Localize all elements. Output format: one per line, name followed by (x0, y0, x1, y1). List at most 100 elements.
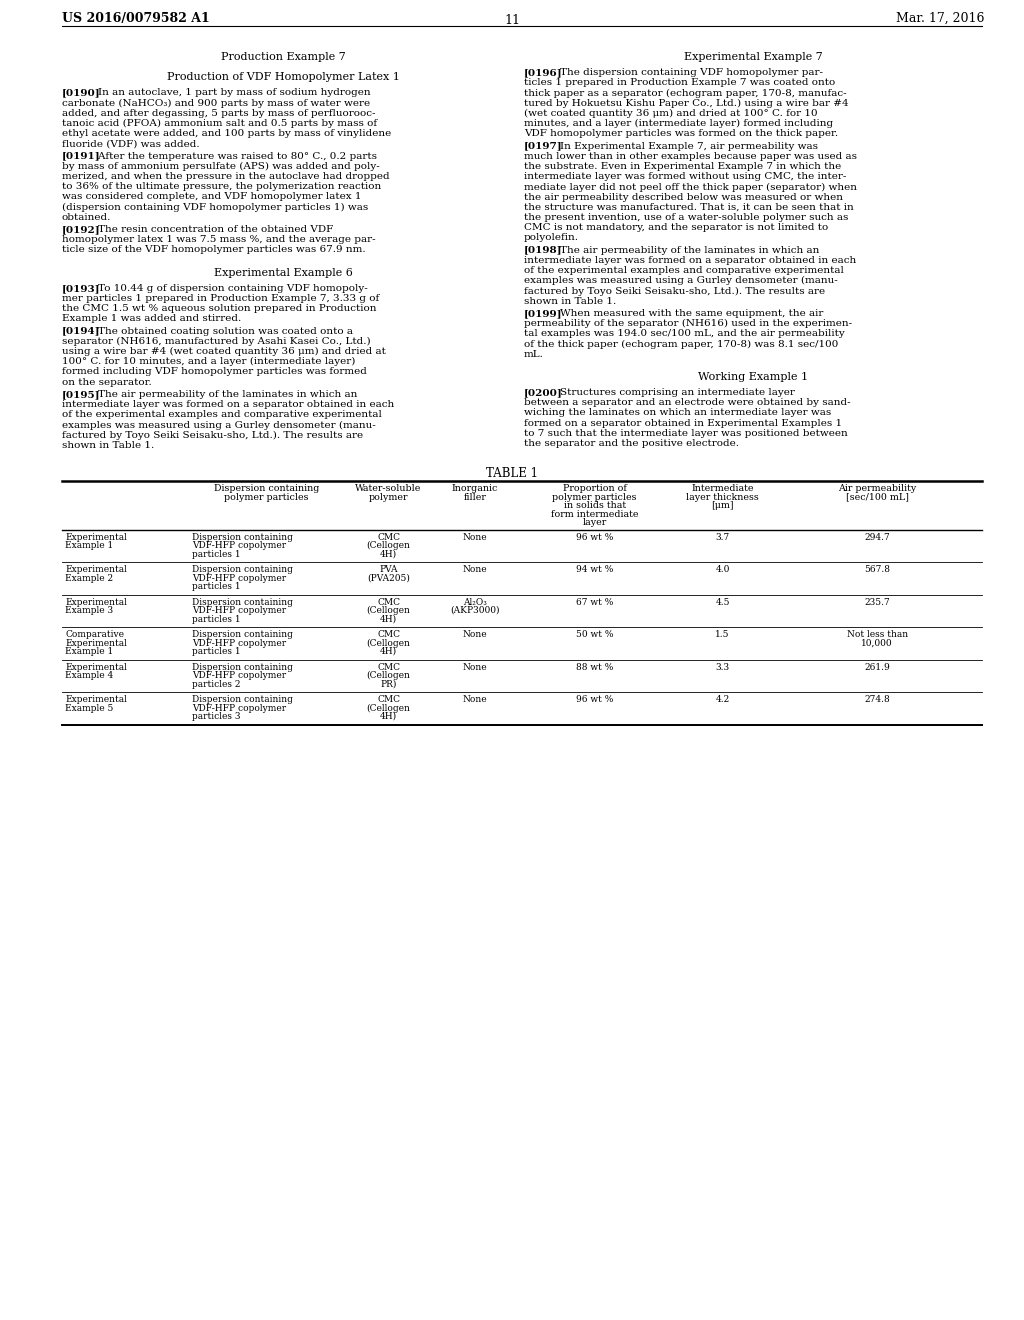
Text: [0199]: [0199] (524, 309, 562, 318)
Text: separator (NH616, manufactured by Asahi Kasei Co., Ltd.): separator (NH616, manufactured by Asahi … (62, 337, 371, 346)
Text: shown in Table 1.: shown in Table 1. (62, 441, 155, 450)
Text: 4H): 4H) (380, 711, 397, 721)
Text: [0196]: [0196] (524, 69, 562, 77)
Text: Proportion of: Proportion of (563, 484, 627, 492)
Text: factured by Toyo Seiki Seisaku-sho, Ltd.). The results are: factured by Toyo Seiki Seisaku-sho, Ltd.… (62, 430, 364, 440)
Text: [0191]: [0191] (62, 152, 100, 161)
Text: shown in Table 1.: shown in Table 1. (524, 297, 616, 306)
Text: Dispersion containing: Dispersion containing (191, 663, 293, 672)
Text: CMC: CMC (377, 696, 400, 704)
Text: (Cellogen: (Cellogen (367, 639, 411, 648)
Text: None: None (463, 532, 487, 541)
Text: CMC: CMC (377, 598, 400, 606)
Text: VDF-HFP copolymer: VDF-HFP copolymer (191, 704, 286, 713)
Text: wiching the laminates on which an intermediate layer was: wiching the laminates on which an interm… (524, 408, 831, 417)
Text: After the temperature was raised to 80° C., 0.2 parts: After the temperature was raised to 80° … (85, 152, 378, 161)
Text: The resin concentration of the obtained VDF: The resin concentration of the obtained … (85, 224, 334, 234)
Text: particles 1: particles 1 (191, 647, 241, 656)
Text: Example 1: Example 1 (65, 647, 114, 656)
Text: 88 wt %: 88 wt % (575, 663, 613, 672)
Text: examples was measured using a Gurley densometer (manu-: examples was measured using a Gurley den… (62, 420, 376, 429)
Text: 67 wt %: 67 wt % (575, 598, 613, 606)
Text: Dispersion containing: Dispersion containing (191, 598, 293, 606)
Text: 11: 11 (504, 15, 520, 26)
Text: [0193]: [0193] (62, 284, 100, 293)
Text: Experimental: Experimental (65, 532, 127, 541)
Text: Dispersion containing: Dispersion containing (214, 484, 318, 492)
Text: Production Example 7: Production Example 7 (220, 51, 345, 62)
Text: None: None (463, 565, 487, 574)
Text: of the experimental examples and comparative experimental: of the experimental examples and compara… (62, 411, 382, 420)
Text: [0190]: [0190] (62, 88, 100, 98)
Text: (Cellogen: (Cellogen (367, 671, 411, 680)
Text: tal examples was 194.0 sec/100 mL, and the air permeability: tal examples was 194.0 sec/100 mL, and t… (524, 329, 845, 338)
Text: fluoride (VDF) was added.: fluoride (VDF) was added. (62, 140, 200, 148)
Text: 567.8: 567.8 (864, 565, 890, 574)
Text: PVA: PVA (379, 565, 398, 574)
Text: mL.: mL. (524, 350, 544, 359)
Text: particles 1: particles 1 (191, 549, 241, 558)
Text: Example 4: Example 4 (65, 671, 114, 680)
Text: [0195]: [0195] (62, 389, 100, 399)
Text: intermediate layer was formed on a separator obtained in each: intermediate layer was formed on a separ… (524, 256, 856, 265)
Text: particles 3: particles 3 (191, 711, 241, 721)
Text: 4.2: 4.2 (716, 696, 730, 704)
Text: Production of VDF Homopolymer Latex 1: Production of VDF Homopolymer Latex 1 (167, 73, 399, 82)
Text: intermediate layer was formed without using CMC, the inter-: intermediate layer was formed without us… (524, 172, 847, 181)
Text: Example 1 was added and stirred.: Example 1 was added and stirred. (62, 314, 242, 323)
Text: the present invention, use of a water-soluble polymer such as: the present invention, use of a water-so… (524, 213, 848, 222)
Text: Example 2: Example 2 (65, 573, 113, 582)
Text: The air permeability of the laminates in which an: The air permeability of the laminates in… (85, 389, 357, 399)
Text: examples was measured using a Gurley densometer (manu-: examples was measured using a Gurley den… (524, 276, 838, 285)
Text: VDF-HFP copolymer: VDF-HFP copolymer (191, 541, 286, 550)
Text: VDF-HFP copolymer: VDF-HFP copolymer (191, 639, 286, 648)
Text: to 36% of the ultimate pressure, the polymerization reaction: to 36% of the ultimate pressure, the pol… (62, 182, 381, 191)
Text: obtained.: obtained. (62, 213, 112, 222)
Text: [0198]: [0198] (524, 246, 562, 255)
Text: 4H): 4H) (380, 615, 397, 623)
Text: TABLE 1: TABLE 1 (486, 467, 538, 480)
Text: Example 3: Example 3 (65, 606, 113, 615)
Text: (dispersion containing VDF homopolymer particles 1) was: (dispersion containing VDF homopolymer p… (62, 202, 369, 211)
Text: Experimental: Experimental (65, 565, 127, 574)
Text: 274.8: 274.8 (864, 696, 890, 704)
Text: between a separator and an electrode were obtained by sand-: between a separator and an electrode wer… (524, 399, 851, 407)
Text: 235.7: 235.7 (864, 598, 890, 606)
Text: Air permeability: Air permeability (838, 484, 916, 492)
Text: polymer particles: polymer particles (552, 492, 637, 502)
Text: The obtained coating solution was coated onto a: The obtained coating solution was coated… (85, 326, 353, 335)
Text: was considered complete, and VDF homopolymer latex 1: was considered complete, and VDF homopol… (62, 193, 361, 202)
Text: (Cellogen: (Cellogen (367, 606, 411, 615)
Text: 100° C. for 10 minutes, and a layer (intermediate layer): 100° C. for 10 minutes, and a layer (int… (62, 358, 355, 367)
Text: of the experimental examples and comparative experimental: of the experimental examples and compara… (524, 267, 844, 275)
Text: tured by Hokuetsu Kishu Paper Co., Ltd.) using a wire bar #4: tured by Hokuetsu Kishu Paper Co., Ltd.)… (524, 99, 849, 108)
Text: 3.3: 3.3 (716, 663, 730, 672)
Text: VDF-HFP copolymer: VDF-HFP copolymer (191, 671, 286, 680)
Text: [0192]: [0192] (62, 224, 100, 234)
Text: PR): PR) (380, 680, 396, 689)
Text: formed on a separator obtained in Experimental Examples 1: formed on a separator obtained in Experi… (524, 418, 842, 428)
Text: of the thick paper (echogram paper, 170-8) was 8.1 sec/100: of the thick paper (echogram paper, 170-… (524, 339, 839, 348)
Text: (wet coated quantity 36 μm) and dried at 100° C. for 10: (wet coated quantity 36 μm) and dried at… (524, 110, 817, 117)
Text: Inorganic: Inorganic (452, 484, 499, 492)
Text: formed including VDF homopolymer particles was formed: formed including VDF homopolymer particl… (62, 367, 367, 376)
Text: 96 wt %: 96 wt % (575, 532, 613, 541)
Text: permeability of the separator (NH616) used in the experimen-: permeability of the separator (NH616) us… (524, 319, 852, 329)
Text: 1.5: 1.5 (716, 630, 730, 639)
Text: Structures comprising an intermediate layer: Structures comprising an intermediate la… (548, 388, 796, 397)
Text: In Experimental Example 7, air permeability was: In Experimental Example 7, air permeabil… (548, 141, 818, 150)
Text: Experimental: Experimental (65, 696, 127, 704)
Text: When measured with the same equipment, the air: When measured with the same equipment, t… (548, 309, 823, 318)
Text: Experimental: Experimental (65, 598, 127, 606)
Text: minutes, and a layer (intermediate layer) formed including: minutes, and a layer (intermediate layer… (524, 119, 834, 128)
Text: None: None (463, 696, 487, 704)
Text: carbonate (NaHCO₃) and 900 parts by mass of water were: carbonate (NaHCO₃) and 900 parts by mass… (62, 99, 370, 108)
Text: homopolymer latex 1 was 7.5 mass %, and the average par-: homopolymer latex 1 was 7.5 mass %, and … (62, 235, 376, 244)
Text: Experimental: Experimental (65, 663, 127, 672)
Text: [μm]: [μm] (712, 502, 734, 510)
Text: None: None (463, 663, 487, 672)
Text: [0197]: [0197] (524, 141, 562, 150)
Text: mediate layer did not peel off the thick paper (separator) when: mediate layer did not peel off the thick… (524, 182, 857, 191)
Text: US 2016/0079582 A1: US 2016/0079582 A1 (62, 12, 210, 25)
Text: Example 5: Example 5 (65, 704, 114, 713)
